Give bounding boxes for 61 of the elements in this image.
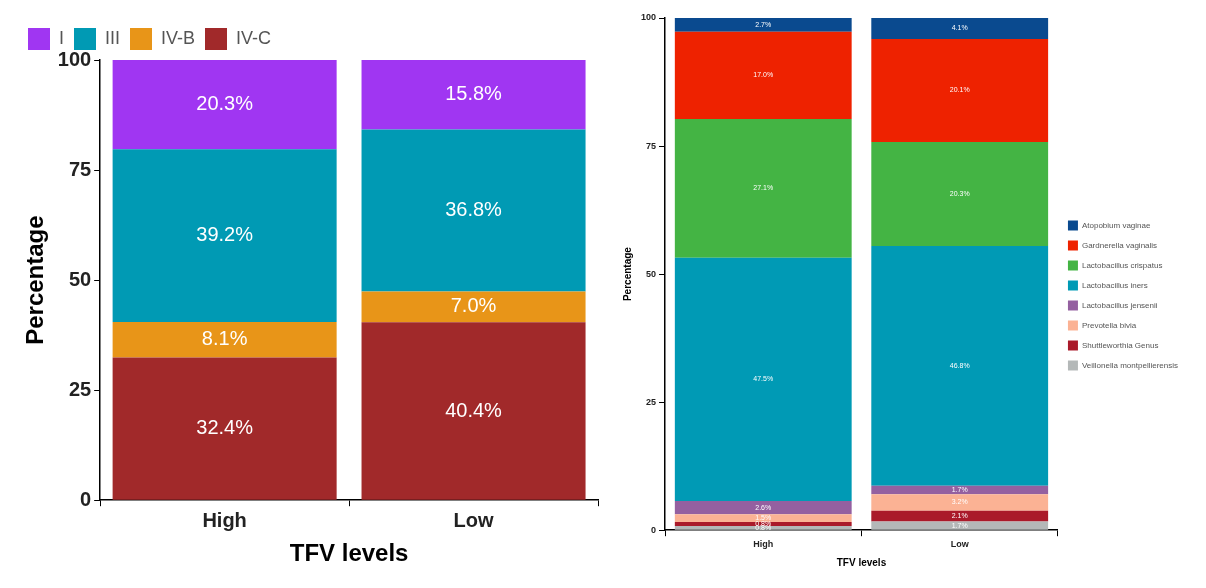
legend-label: Veillonella montpellierensis: [1081, 360, 1179, 370]
y-tick-label: 100: [57, 47, 92, 70]
data-label: 8.1%: [201, 327, 248, 350]
bar: [674, 118, 852, 258]
legend-label: III: [105, 27, 121, 48]
data-label: 32.4%: [196, 416, 254, 439]
data-label: 7.0%: [450, 294, 497, 317]
bar: [871, 494, 1049, 511]
data-label: 40.4%: [445, 398, 503, 421]
bar: [674, 18, 852, 32]
bar: [361, 291, 586, 323]
y-tick-label: 50: [646, 268, 657, 279]
x-axis-title: TFV levels: [836, 556, 887, 568]
bar: [871, 18, 1049, 39]
bar: [361, 322, 586, 500]
bar: [674, 526, 852, 530]
bar: [871, 521, 1049, 530]
legend-label: Lactobacillus jensenii: [1081, 300, 1158, 310]
bar: [674, 257, 852, 502]
y-tick-label: 0: [80, 487, 92, 510]
legend-label: IV-C: [236, 27, 272, 48]
bar: [674, 514, 852, 523]
bar: [361, 60, 586, 130]
y-axis-title: Percentage: [621, 246, 633, 302]
bar: [674, 501, 852, 515]
data-label: 20.3%: [196, 92, 254, 115]
legend-label: Lactobacillus crispatus: [1081, 260, 1163, 270]
bar: [871, 510, 1049, 522]
y-tick-label: 25: [68, 377, 92, 400]
y-tick-label: 100: [640, 12, 657, 23]
bar: [112, 149, 337, 322]
y-tick-label: 75: [646, 140, 657, 151]
y-axis-title: Percentage: [21, 215, 49, 345]
data-label: 39.2%: [196, 223, 254, 246]
legend-label: Shuttleworthia Genus: [1081, 340, 1159, 350]
bar: [112, 357, 337, 500]
y-tick-label: 25: [646, 396, 657, 407]
legend-label: IV-B: [161, 27, 196, 48]
bar: [112, 60, 337, 150]
y-tick-label: 50: [68, 267, 92, 290]
legend-label: Gardnerella vaginalis: [1081, 240, 1158, 250]
x-tick-label: High: [753, 539, 774, 550]
bar: [674, 31, 852, 119]
bar: [871, 245, 1049, 486]
legend-label: Prevotella bivia: [1081, 320, 1137, 330]
bar: [361, 129, 586, 292]
legend-label: Atopobium vaginae: [1081, 220, 1151, 230]
legend-label: I: [59, 27, 65, 48]
bar: [112, 321, 337, 358]
bar: [871, 39, 1049, 142]
x-tick-label: Low: [950, 539, 970, 550]
x-axis-title: TFV levels: [289, 539, 409, 567]
x-tick-label: Low: [453, 508, 494, 531]
bar: [674, 522, 852, 527]
bar: [871, 141, 1049, 246]
data-label: 15.8%: [445, 82, 503, 105]
y-tick-label: 0: [651, 524, 657, 535]
legend-label: Lactobacillus iners: [1081, 280, 1148, 290]
y-tick-label: 75: [68, 157, 92, 180]
x-tick-label: High: [202, 508, 247, 531]
data-label: 36.8%: [445, 198, 503, 221]
